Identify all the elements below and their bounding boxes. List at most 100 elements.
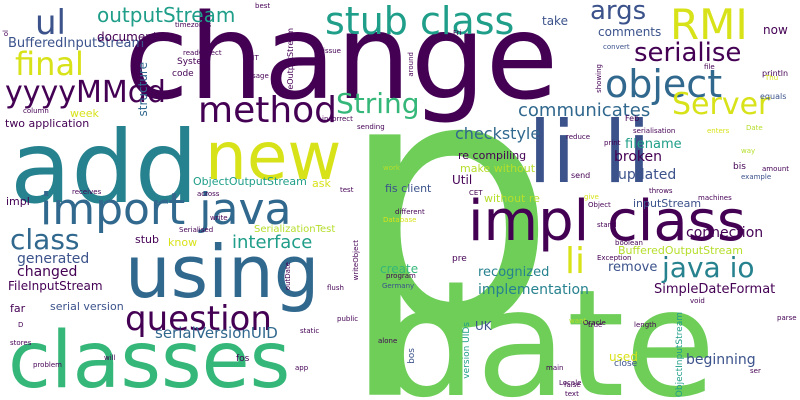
word-structure: structure [136,62,150,117]
word-FileInputStream: FileInputStream [8,279,103,293]
word-showing: showing [595,64,603,93]
word-readObject: readObject [183,49,222,57]
word-convert: convert [603,43,630,51]
word-week: week [70,107,99,120]
word-CET: CET [469,189,483,197]
word-amount: amount [762,165,790,173]
word-reduce: reduce [566,133,591,141]
word-remove: remove [608,260,658,275]
word-close: close [614,359,638,369]
word-serialVersionUID: serialVersionUID [155,324,278,342]
word-text: text [565,390,579,398]
word-serialise: serialise [634,38,742,68]
word-interface: interface [232,232,313,253]
word-java-io: java io [662,251,755,284]
word-write: write [210,214,228,222]
word-issue: issue [323,47,341,55]
word-used: used [609,350,638,364]
word-length: length [634,321,657,329]
word-Feb: Feb [625,114,640,123]
word-writeObject: writeObject [352,240,360,281]
word-ObjectInputStream: ObjectInputStream [675,312,685,398]
word-stores: stores [10,339,32,347]
word-Usage: Usage [247,72,269,80]
word-filename: filename [625,137,682,152]
word-Date: Date [746,124,763,132]
word-GMT: GMT [243,54,259,62]
word-far: far [10,302,26,315]
word-sending: sending [357,123,385,131]
word-BufferedInputStream: BufferedInputStream [8,36,145,51]
word-give: give [584,193,599,201]
word-Fri: Fri [453,29,462,37]
word-code: code [172,69,194,79]
word-p: p [338,4,557,400]
word-make-without: make without [460,162,536,175]
word-change: change [124,0,559,126]
word-ul: ul [35,3,66,43]
word-Locale: Locale [559,379,582,387]
word-fis-client: fis client [385,182,432,195]
word-import-java: import java [40,184,292,235]
word-problem: problem [33,361,62,369]
word-machines: machines [698,194,732,202]
word-implementation: implementation [478,282,589,298]
word-impl-class: impl class [468,189,747,254]
word-object: object [605,62,723,106]
word-communicates: communicates [518,100,651,121]
word-program: program [386,272,416,280]
word-way: way [741,147,756,155]
word-test: test [340,186,354,194]
word-main: main [546,364,564,372]
word-static: static [300,327,320,335]
word-public: public [337,315,359,323]
word-two-application: two application [5,117,90,130]
word-version-UIDs: version UIDs [462,322,472,379]
word-Oracle: Oracle [583,319,606,327]
word-serialisation: serialisation [633,127,676,135]
word-final: final [15,45,84,83]
word-classes: classes [8,316,291,400]
word-SerializationTest: SerializationTest [254,224,336,235]
word-work: work [383,164,400,172]
word-connection: connection [686,225,764,241]
word-equals: equals [760,92,787,101]
word-throws: throws [649,187,673,195]
word-ser: ser [750,367,761,375]
word-Germany: Germany [382,282,415,290]
word-print: print [604,139,621,147]
word-true: true [588,321,603,329]
word-Thu: Thu [765,74,779,82]
word-updated: updated [618,167,677,183]
word-yyyyMMdd: yyyyMMdd [5,75,166,110]
word-Server: Server [672,87,771,122]
word-timezones: timezones [175,21,212,29]
word-bos: bos [407,348,417,364]
word-column: column [23,107,49,115]
word-impl: impl [6,195,30,208]
word-SimpleDateFormat: SimpleDateFormat [654,282,776,297]
word-false: false [564,381,581,389]
word-boolean: boolean [615,239,643,247]
word-fos: fos [236,354,250,364]
word-serial-version: serial version [50,300,124,313]
word-send: send [571,171,591,180]
word-will: will [104,354,116,362]
word-Serialised: Serialised [179,226,214,234]
word-pre: pre [452,254,467,264]
word-method: method [198,90,338,131]
word-args: args [590,0,647,26]
word-example: example [741,173,772,181]
word-ol: ol [2,30,10,37]
word-Object: Object [588,201,611,209]
word-RMI: RMI [670,0,748,49]
word-file: file [704,63,715,71]
word-BufferedOutputStream: BufferedOutputStream [618,244,743,257]
word-ask: ask [312,177,331,190]
word-create: create [380,262,419,276]
word-parse: parse [777,314,797,322]
word-add: add [10,109,199,226]
word-li-li: li li [528,103,651,203]
word-alone: alone [378,337,398,345]
